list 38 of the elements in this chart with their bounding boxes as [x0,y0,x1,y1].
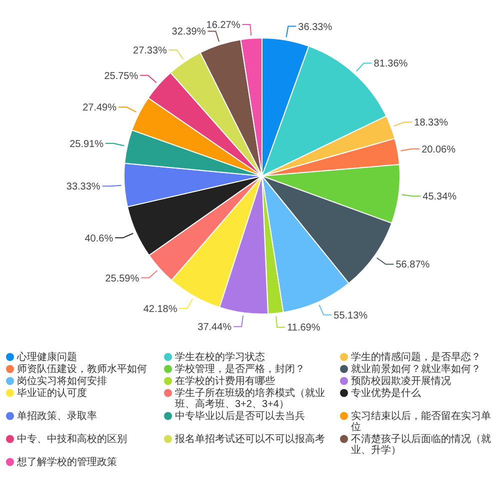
legend-label: 师资队伍建设，教师水平如何 [17,364,147,375]
data-label: 16.27% [206,20,240,31]
data-label: 20.06% [422,144,456,156]
data-label: 45.34% [422,192,457,203]
legend-label: 实习结束以后，能否留在实习单位 [351,411,492,433]
data-label: 11.69% [287,322,320,334]
data-label: 27.33% [133,46,168,57]
legend-label: 中专、中技和高校的区别 [17,434,127,445]
legend-label: 毕业证的认可度 [17,388,87,399]
legend-label: 在学校的计费用有哪些 [175,376,275,387]
legend-label: 学生子所在班级的培养模式（就业班、高考班、3+2、3+4） [175,388,326,410]
data-label: 40.6% [84,233,114,244]
legend-label: 单招政策、录取率 [17,411,97,422]
legend-label: 学生的情感问题，是否早恋？ [351,352,481,363]
legend-label: 岗位实习将如何安排 [17,376,107,387]
data-label: 37.44% [198,322,232,334]
data-label: 25.91% [70,138,104,150]
data-label: 32.39% [172,26,206,38]
data-label: 27.49% [82,102,117,114]
data-label: 56.87% [396,260,430,271]
legend-label: 不清楚孩子以后面临的情况（就业、升学） [351,434,492,456]
legend-label: 专业优势是什么 [351,388,421,399]
data-label: 36.33% [298,22,332,33]
data-label: 25.59% [105,273,140,284]
legend-label: 就业前景如何？就业率如何？ [351,364,481,375]
legend-label: 中专毕业以后是否可以去当兵 [175,411,305,422]
legend-label: 学校管理，是否严格，封闭？ [175,364,305,375]
legend-label: 预防校园欺凌开展情况 [351,376,451,387]
legend-label: 想了解学校的管理政策 [17,457,117,468]
data-label: 33.33% [66,182,100,193]
data-label: 42.18% [143,304,178,315]
data-label: 18.33% [414,118,448,129]
legend-label: 学生在校的学习状态 [175,352,265,363]
legend-label: 心理健康问题 [17,352,77,363]
legend-label: 报名单招考试还可以不可以报高考 [175,434,325,445]
data-label: 55.13% [334,310,368,322]
data-label: 25.75% [104,70,138,82]
data-label: 81.36% [374,58,408,70]
